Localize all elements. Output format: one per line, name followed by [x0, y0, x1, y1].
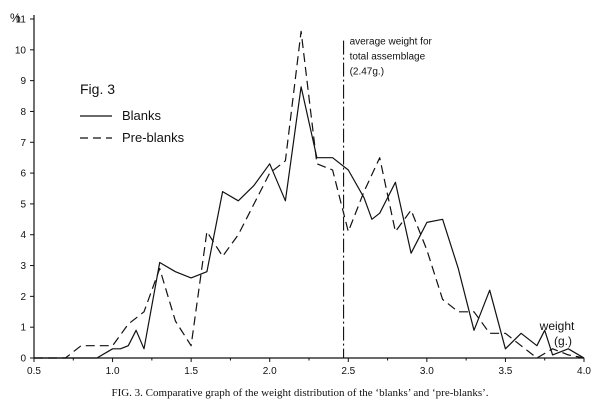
x-axis-label: weight: [539, 319, 575, 333]
average-weight-annotation: (2.47g.): [350, 67, 384, 78]
x-tick-label: 2.5: [341, 366, 355, 377]
legend-label: Blanks: [122, 108, 162, 123]
x-tick-label: 3.5: [498, 366, 512, 377]
y-axis-label: %: [10, 11, 21, 25]
axes: [33, 15, 584, 359]
ticks: 0.5 1.0 1.5 2.0 2.5 3.0 3.5 4.0 0 1 2 3 4 5 6 7 8 9 10 11: [15, 15, 592, 378]
y-tick-label: 10: [15, 45, 27, 56]
figure-label: Fig. 3: [80, 81, 115, 97]
x-tick-label: 1.0: [106, 366, 120, 377]
y-tick-label: 4: [20, 230, 26, 241]
figure-caption: FIG. 3. Comparative graph of the weight …: [111, 387, 489, 399]
average-weight-annotation: average weight for: [350, 37, 433, 48]
y-tick-label: 1: [20, 323, 26, 334]
y-tick-label: 0: [20, 354, 26, 365]
y-tick-label: 6: [20, 169, 26, 180]
x-tick-label: 3.0: [420, 366, 434, 377]
series-layer: [34, 30, 585, 359]
y-tick-label: 5: [20, 199, 26, 210]
x-tick-label: 4.0: [577, 366, 591, 377]
y-tick-label: 9: [20, 76, 26, 87]
series-line-blanks: [34, 86, 585, 359]
average-weight-annotation: total assemblage: [350, 52, 426, 63]
y-tick-label: 11: [16, 15, 27, 26]
x-axis-unit: (g.): [554, 334, 572, 348]
weight-distribution-chart: 0.5 1.0 1.5 2.0 2.5 3.0 3.5 4.0 0 1 2 3 4 5 6 7 8 9 10 11 a…: [10, 11, 592, 378]
x-tick-label: 2.0: [263, 366, 277, 377]
y-tick-label: 8: [20, 107, 26, 118]
annotation-layer: average weight for total assemblage (2.47g…: [343, 37, 433, 358]
y-tick-label: 3: [20, 261, 26, 272]
x-tick-label: 0.5: [27, 366, 41, 377]
series-line-pre-blanks: [34, 30, 585, 359]
legend-label: Pre-blanks: [122, 130, 185, 145]
y-tick-label: 7: [20, 138, 26, 149]
x-tick-label: 1.5: [184, 366, 198, 377]
legend: Fig. 3 Blanks Pre-blanks: [80, 81, 185, 145]
y-tick-label: 2: [20, 292, 26, 303]
